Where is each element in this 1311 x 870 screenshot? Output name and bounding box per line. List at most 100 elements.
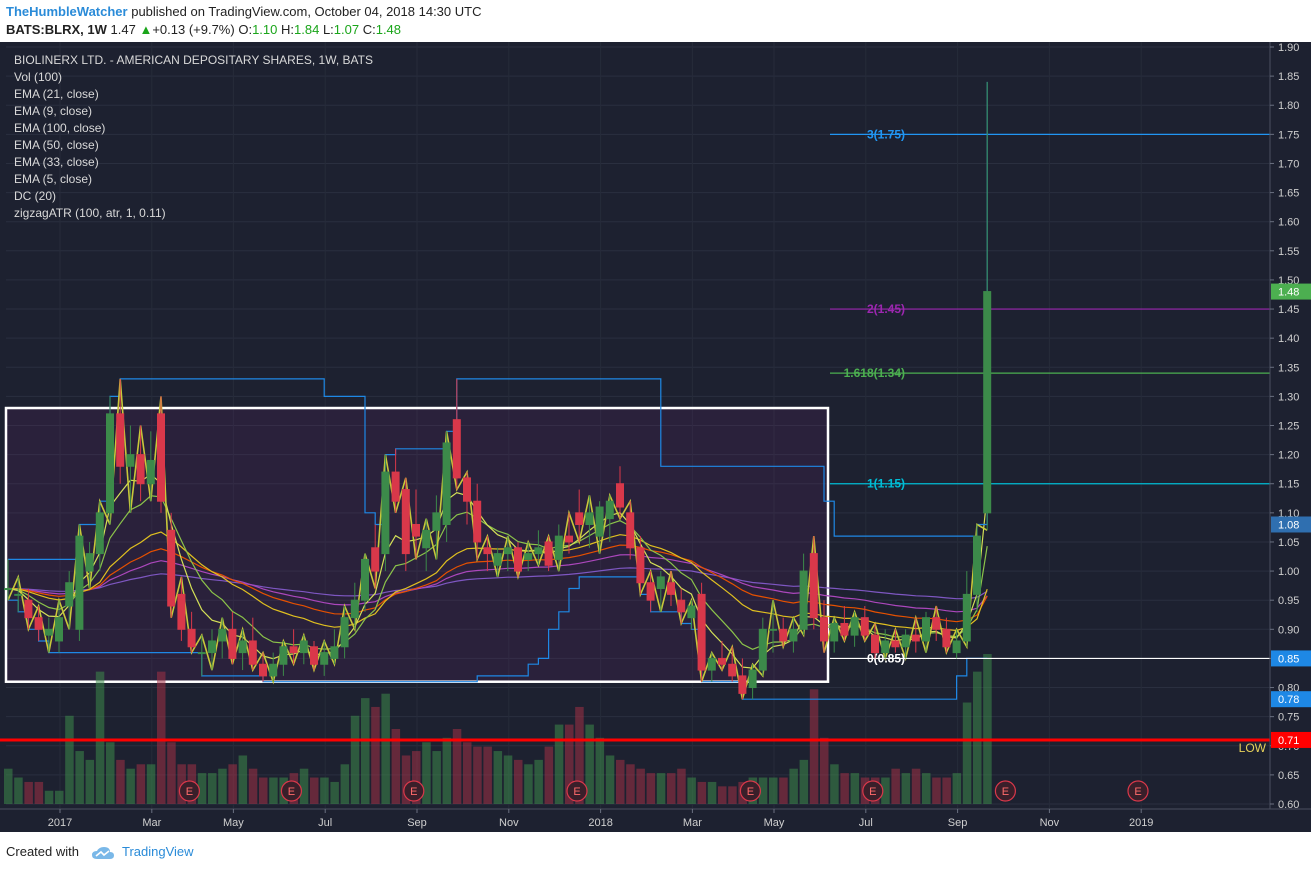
candle-body[interactable] (248, 640, 257, 665)
candle-body[interactable] (310, 646, 318, 665)
candle-body[interactable] (820, 617, 828, 642)
candle-body[interactable] (463, 477, 471, 502)
candle-body[interactable] (34, 617, 43, 630)
candle-body[interactable] (259, 663, 267, 677)
candle-body[interactable] (14, 593, 23, 596)
candle-body[interactable] (146, 459, 155, 485)
candle-body[interactable] (55, 617, 63, 642)
candle-body[interactable] (901, 634, 910, 648)
candle-body[interactable] (320, 652, 329, 665)
candle-body[interactable] (799, 570, 808, 630)
candle-body[interactable] (605, 500, 614, 520)
candle-body[interactable] (850, 617, 859, 636)
candle-body[interactable] (911, 634, 920, 642)
candle-body[interactable] (269, 663, 278, 677)
candle-body[interactable] (656, 576, 665, 590)
candle-body[interactable] (565, 535, 573, 543)
candle-body[interactable] (371, 547, 380, 572)
candle-body[interactable] (973, 535, 981, 595)
candle-body[interactable] (687, 605, 696, 619)
candle-body[interactable] (361, 558, 369, 601)
earnings-marker[interactable] (739, 780, 762, 802)
candle-body[interactable] (514, 547, 522, 572)
candle-body[interactable] (932, 617, 941, 630)
candle-body[interactable] (412, 523, 420, 537)
earnings-marker[interactable] (280, 780, 302, 802)
candle-body[interactable] (44, 628, 53, 636)
candle-body[interactable] (401, 489, 410, 555)
candle-body[interactable] (626, 512, 635, 549)
candle-body[interactable] (881, 640, 890, 654)
candle-body[interactable] (228, 628, 237, 659)
candle-body[interactable] (534, 547, 543, 555)
candle-body[interactable] (860, 617, 869, 636)
candle-body[interactable] (922, 617, 930, 642)
tradingview-link[interactable]: TradingView (122, 844, 194, 859)
candle-body[interactable] (758, 628, 767, 671)
candle-body[interactable] (554, 535, 563, 560)
candle-body[interactable] (728, 663, 737, 677)
candle-body[interactable] (208, 640, 216, 654)
earnings-marker[interactable] (178, 780, 200, 802)
candle-body[interactable] (167, 529, 176, 607)
candle-body[interactable] (738, 675, 747, 694)
candle-body[interactable] (677, 599, 686, 613)
candle-body[interactable] (218, 628, 227, 642)
candle-body[interactable] (95, 512, 104, 555)
candle-body[interactable] (595, 506, 604, 537)
candle-body[interactable] (585, 512, 594, 525)
candle-body[interactable] (493, 553, 502, 566)
candle-body[interactable] (697, 593, 706, 671)
candle-body[interactable] (432, 512, 441, 531)
price-chart[interactable]: 3(1.75) 2(1.45) 1.618(1.34) 1(1.15) 0(0.85) L… (0, 42, 1311, 832)
price-axis[interactable]: 1.901.851.801.751.701.651.601.551.501.45… (1269, 42, 1311, 832)
candle-body[interactable] (106, 413, 114, 514)
candle-body[interactable] (840, 622, 849, 636)
candle-body[interactable] (544, 541, 553, 566)
candle-body[interactable] (575, 512, 584, 525)
earnings-marker[interactable] (994, 780, 1017, 802)
chart-area[interactable]: 3(1.75) 2(1.45) 1.618(1.34) 1(1.15) 0(0.85) L… (0, 42, 1311, 832)
candle-body[interactable] (299, 640, 308, 654)
candle-body[interactable] (340, 617, 349, 648)
candle-body[interactable] (983, 291, 992, 514)
candle-body[interactable] (789, 628, 798, 642)
candle-body[interactable] (24, 599, 33, 619)
candle-body[interactable] (422, 529, 431, 549)
candle-body[interactable] (330, 646, 339, 659)
earnings-marker[interactable] (1127, 780, 1149, 802)
candle-body[interactable] (85, 553, 94, 572)
candle-body[interactable] (779, 628, 788, 642)
candle-body[interactable] (4, 588, 12, 591)
candle-body[interactable] (769, 628, 777, 631)
candle-body[interactable] (473, 500, 482, 543)
candle-body[interactable] (116, 413, 125, 467)
time-axis[interactable]: 2017 Mar May Jul Sep Nov 2018 Mar May Jul Sep Nov 20… (0, 808, 1311, 829)
earnings-marker[interactable] (403, 780, 425, 802)
candle-body[interactable] (177, 593, 186, 630)
candle-body[interactable] (871, 634, 879, 654)
candle-body[interactable] (289, 646, 298, 654)
candle-body[interactable] (667, 582, 675, 595)
candle-body[interactable] (718, 657, 726, 665)
author-link[interactable]: TheHumbleWatcher (6, 4, 128, 19)
candle-body[interactable] (452, 419, 461, 479)
candle-body[interactable] (809, 553, 818, 619)
candle-body[interactable] (75, 535, 84, 630)
candle-body[interactable] (126, 454, 135, 467)
candle-body[interactable] (238, 640, 247, 654)
candle-body[interactable] (707, 657, 716, 671)
candle-body[interactable] (136, 454, 145, 485)
candle-body[interactable] (616, 483, 624, 508)
candle-body[interactable] (942, 628, 951, 648)
candle-body[interactable] (391, 471, 400, 502)
candle-body[interactable] (830, 622, 839, 642)
candle-body[interactable] (636, 547, 645, 584)
earnings-marker[interactable] (566, 780, 588, 802)
candle-body[interactable] (524, 553, 533, 560)
candle-body[interactable] (187, 628, 196, 648)
candle-body[interactable] (483, 547, 492, 555)
candle-body[interactable] (962, 593, 971, 642)
candle-body[interactable] (279, 646, 288, 665)
candle-body[interactable] (157, 413, 165, 502)
